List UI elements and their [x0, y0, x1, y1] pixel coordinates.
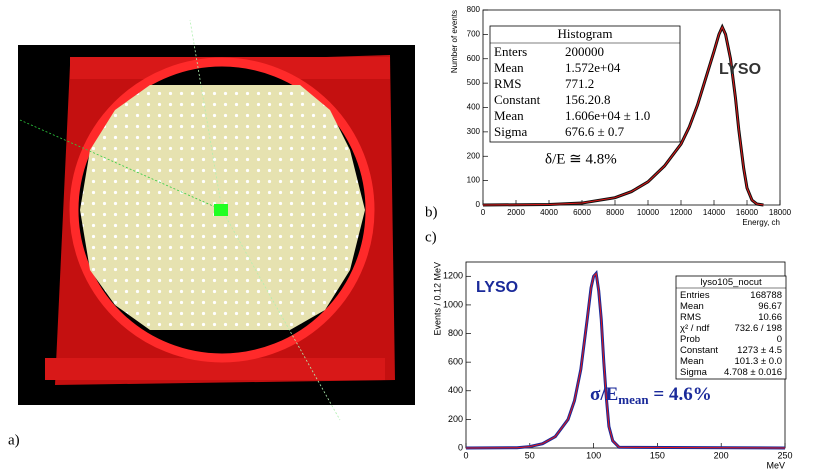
stats-value: 1.606e+04 ± 1.0 [565, 108, 650, 123]
y-tick-label: 500 [467, 78, 481, 87]
x-tick-label: 10000 [637, 208, 660, 217]
y-axis-label: Number of events [450, 10, 459, 73]
stats-key: Mean [494, 108, 524, 123]
y-tick-label: 600 [448, 357, 463, 367]
track [221, 209, 341, 421]
stats-key: Sigma [494, 124, 527, 139]
x-tick-label: 14000 [703, 208, 726, 217]
x-tick-label: 18000 [769, 208, 792, 217]
x-tick-label: 150 [650, 450, 665, 460]
x-tick-label: 12000 [670, 208, 693, 217]
x-tick-label: 200 [714, 450, 729, 460]
track [189, 19, 223, 211]
x-tick-label: 16000 [736, 208, 759, 217]
y-tick-label: 0 [476, 200, 481, 209]
stats-value: 676.6 ± 0.7 [565, 124, 625, 139]
x-tick-label: 250 [777, 450, 792, 460]
resolution: δ/E ≅ 4.8% [545, 151, 617, 167]
y-tick-label: 800 [467, 5, 481, 14]
stats-value: 771.2 [565, 76, 594, 91]
y-tick-label: 700 [467, 29, 481, 38]
y-tick-label: 800 [448, 328, 463, 338]
y-tick-label: 200 [467, 151, 481, 160]
simulation-render [18, 19, 415, 421]
stats-value: 4.708 ± 0.016 [724, 367, 782, 378]
y-tick-label: 300 [467, 127, 481, 136]
resolution-part: = 4.6% [649, 384, 712, 405]
stats-key: Mean [680, 301, 704, 312]
stats-title: lyso105_nocut [700, 277, 762, 288]
stats-key: Enters [494, 44, 527, 59]
fit-line [465, 272, 786, 449]
y-tick-label: 1200 [443, 271, 463, 281]
x-tick-label: 4000 [540, 208, 558, 217]
stats-box [489, 25, 681, 143]
y-tick-label: 400 [448, 385, 463, 395]
x-tick-label: 0 [481, 208, 486, 217]
y-tick-label: 400 [467, 103, 481, 112]
stats-key: RMS [680, 312, 701, 323]
stats-value: 10.66 [758, 312, 782, 323]
x-axis-label: MeV [766, 460, 785, 469]
resolution-part: σ/E [590, 384, 618, 405]
material-label: LYSO [476, 279, 518, 296]
x-tick-label: 0 [463, 450, 468, 460]
stats-value: 96.67 [758, 301, 782, 312]
stats-value: 200000 [565, 44, 604, 59]
y-tick-label: 200 [448, 414, 463, 424]
y-tick-label: 100 [467, 176, 481, 185]
stats-value: 0 [777, 334, 782, 345]
x-tick-label: 6000 [573, 208, 591, 217]
y-tick-label: 600 [467, 54, 481, 63]
material-label: LYSO [719, 61, 761, 78]
track [19, 119, 223, 211]
stats-title: Histogram [558, 26, 613, 41]
x-tick-label: 2000 [507, 208, 525, 217]
fit-line [482, 25, 764, 206]
bottom-bar [45, 358, 385, 380]
stats-value: 168788 [750, 290, 782, 301]
x-axis-label: Energy, ch [742, 218, 780, 227]
stats-key: Constant [494, 92, 541, 107]
y-tick-label: 0 [458, 442, 463, 452]
x-tick-label: 100 [586, 450, 601, 460]
stats-key: Mean [680, 356, 704, 367]
panel-label: b) [425, 204, 438, 220]
stats-value: 101.3 ± 0.0 [735, 356, 782, 367]
stats-value: 1273 ± 4.5 [737, 345, 782, 356]
stats-key: Constant [680, 345, 718, 356]
x-tick-label: 8000 [606, 208, 624, 217]
panel-label: a) [8, 432, 20, 448]
stats-key: Prob [680, 334, 700, 345]
x-tick-label: 50 [525, 450, 535, 460]
resolution: σ/Emean = 4.6% [590, 384, 712, 407]
stats-value: 1.572e+04 [565, 60, 621, 75]
panel-label: c) [425, 229, 437, 245]
stats-value: 732.6 / 198 [734, 323, 782, 334]
ring [69, 57, 375, 363]
stats-value: 156.20.8 [565, 92, 611, 107]
resolution-part: mean [618, 392, 649, 407]
stats-key: Mean [494, 60, 524, 75]
stats-key: Sigma [680, 367, 708, 378]
hit [214, 204, 228, 216]
y-axis-label: Events / 0.12 MeV [432, 262, 442, 336]
stats-box [675, 275, 787, 380]
stats-key: χ² / ndf [680, 323, 710, 334]
stats-key: RMS [494, 76, 521, 91]
stats-key: Entries [680, 290, 710, 301]
y-tick-label: 1000 [443, 299, 463, 309]
